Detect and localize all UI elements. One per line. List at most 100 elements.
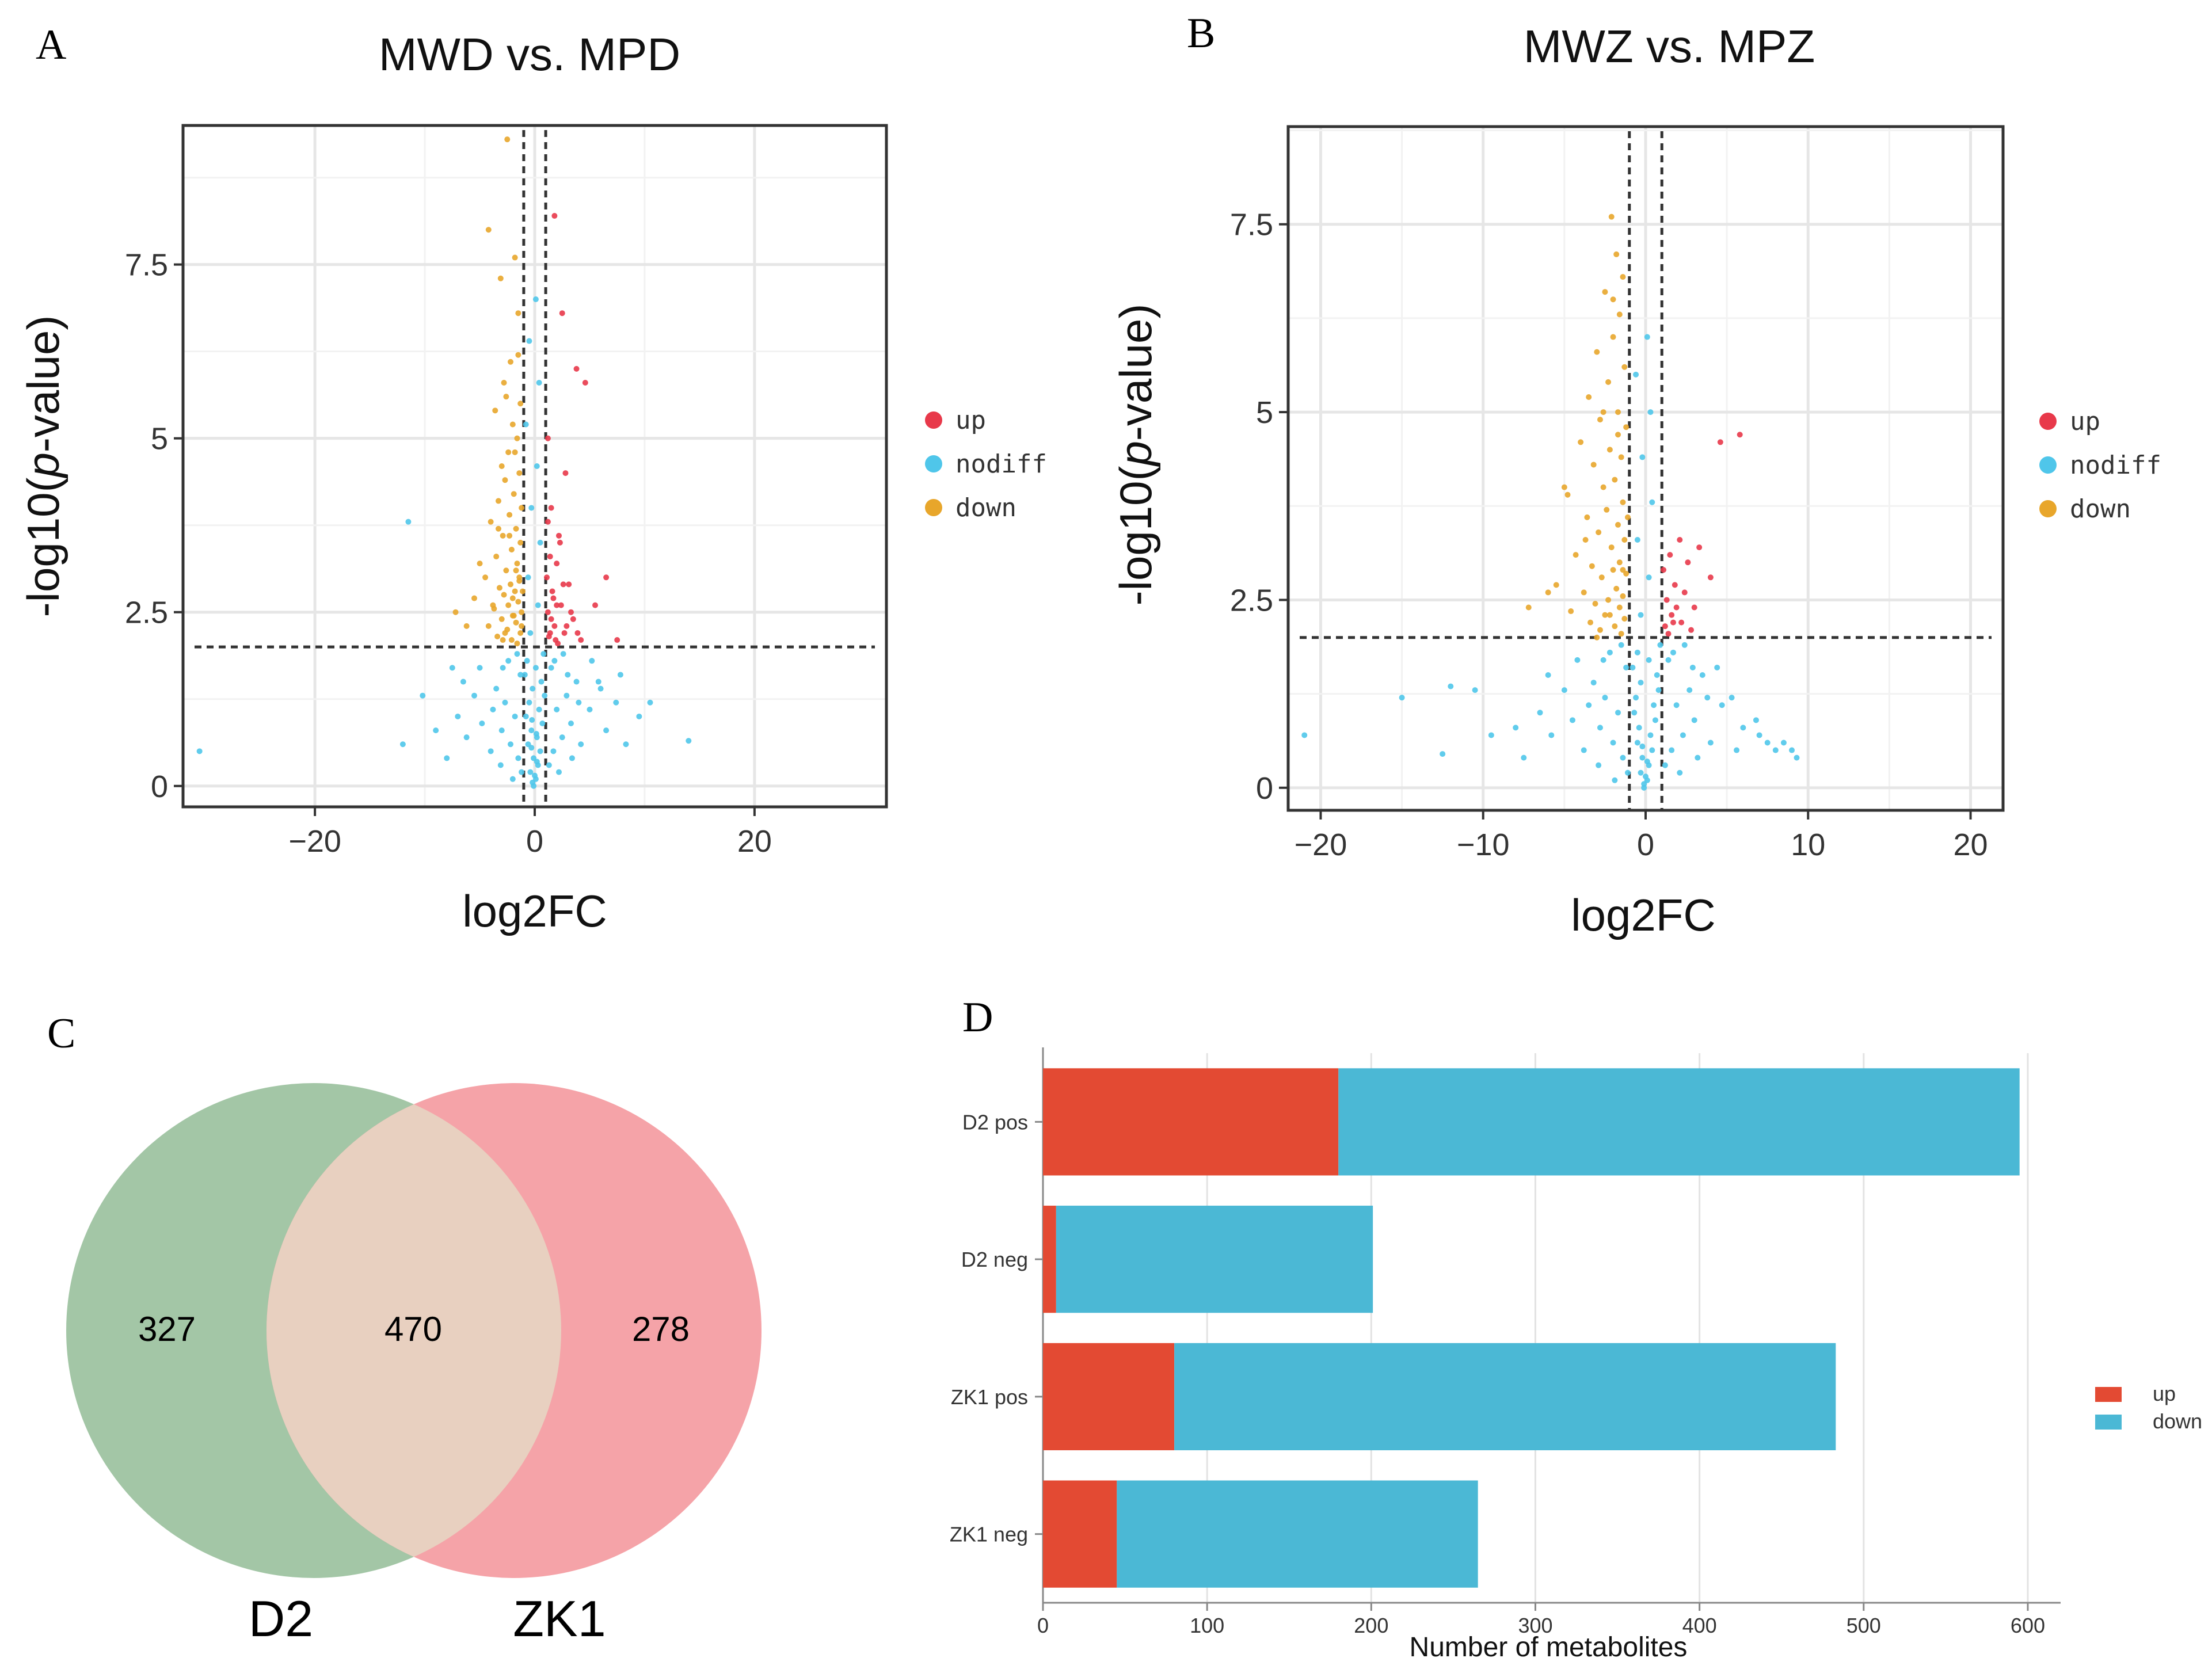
point-nodiff [1472, 687, 1478, 693]
point-nodiff [536, 380, 542, 386]
y-title-suffix-a: -value) [18, 315, 68, 452]
point-nodiff [569, 755, 575, 761]
y-title-suffix-b: -value) [1110, 304, 1161, 441]
point-down [1610, 567, 1616, 573]
point-nodiff [515, 755, 521, 761]
point-nodiff [532, 665, 539, 671]
point-nodiff [502, 699, 508, 706]
venn-label-d2: D2 [249, 1590, 314, 1647]
point-nodiff [514, 651, 520, 657]
point-nodiff [498, 727, 505, 734]
point-down [1615, 432, 1621, 438]
point-nodiff [1646, 574, 1652, 581]
bar-x-ticks: 0 100 200 300 400 500 600 [1037, 1603, 2045, 1637]
point-down [452, 609, 459, 615]
point-down [1612, 623, 1618, 630]
point-nodiff [576, 699, 582, 706]
y-tick-label: 7.5 [1230, 208, 1273, 242]
point-up [559, 310, 565, 317]
point-up [550, 595, 557, 601]
point-nodiff [444, 755, 450, 761]
point-down [501, 592, 507, 598]
point-up [1678, 619, 1685, 626]
threshold-lines-a [195, 130, 875, 807]
point-nodiff [449, 665, 455, 671]
point-down [1616, 311, 1623, 318]
point-down [1545, 589, 1551, 596]
point-nodiff [1521, 754, 1527, 761]
bar-x-tick-label: 100 [1190, 1614, 1224, 1637]
point-down [485, 227, 492, 233]
data-points-a [196, 136, 692, 789]
bar-legend: up down [2095, 1382, 2202, 1433]
point-down [1605, 379, 1612, 385]
point-down [511, 491, 517, 497]
point-up [553, 637, 559, 643]
bar-x-tick-label: 300 [1518, 1614, 1552, 1637]
category-label: D2 neg [961, 1248, 1028, 1271]
point-nodiff [1740, 725, 1746, 731]
point-nodiff [1707, 740, 1714, 746]
point-up [1688, 627, 1695, 633]
point-down [1623, 570, 1630, 577]
point-down [516, 574, 523, 581]
x-tick-label: 10 [1791, 828, 1825, 862]
point-nodiff [1537, 710, 1543, 716]
point-up [551, 623, 558, 629]
point-nodiff [471, 692, 477, 699]
point-down [516, 470, 523, 477]
point-down [1594, 349, 1600, 355]
point-down [1621, 364, 1628, 370]
point-down [477, 561, 483, 567]
point-down [507, 512, 513, 518]
point-nodiff [587, 706, 593, 712]
point-down [1587, 619, 1594, 626]
category-label: ZK1 pos [951, 1385, 1028, 1409]
point-nodiff [534, 463, 540, 469]
point-up [548, 616, 554, 622]
point-down [1621, 537, 1628, 543]
point-nodiff [1655, 687, 1662, 693]
point-down [1613, 585, 1620, 592]
point-nodiff [1695, 754, 1701, 761]
legend-a: up nodiff down [925, 406, 1047, 523]
point-nodiff [1600, 657, 1606, 663]
point-nodiff [1606, 649, 1613, 655]
point-nodiff [405, 519, 412, 525]
category-labels: D2 pos D2 neg ZK1 pos ZK1 neg [950, 1110, 1043, 1546]
point-down [1615, 521, 1621, 528]
point-up [1681, 589, 1688, 596]
point-nodiff [1681, 642, 1688, 648]
point-nodiff [564, 692, 570, 699]
point-up [548, 505, 554, 511]
point-nodiff [1620, 754, 1626, 761]
point-up [1669, 612, 1675, 618]
point-nodiff [1789, 747, 1795, 753]
point-nodiff [1574, 657, 1581, 663]
bar-up [1043, 1206, 1056, 1313]
point-up [545, 609, 551, 615]
point-up [1685, 559, 1691, 566]
point-nodiff [578, 741, 584, 748]
point-nodiff [554, 706, 560, 712]
point-nodiff [525, 574, 531, 581]
legend-label-up: up [2070, 407, 2100, 436]
point-down [513, 525, 519, 532]
point-down [1596, 529, 1602, 535]
point-nodiff [1647, 732, 1654, 738]
point-down [1561, 484, 1567, 490]
threshold-lines-b [1300, 131, 1992, 810]
point-nodiff [534, 759, 540, 765]
point-nodiff [623, 741, 629, 748]
point-nodiff [493, 685, 500, 692]
point-down [1616, 604, 1623, 611]
x-ticks-a: −20 0 20 [288, 807, 772, 859]
point-nodiff [479, 721, 485, 727]
point-down [502, 630, 508, 636]
point-nodiff [196, 748, 203, 754]
point-nodiff [528, 505, 535, 511]
point-nodiff [1657, 642, 1663, 648]
point-up [614, 637, 620, 643]
bar-x-tick-label: 500 [1846, 1614, 1881, 1637]
bar-up [1043, 1068, 1339, 1176]
